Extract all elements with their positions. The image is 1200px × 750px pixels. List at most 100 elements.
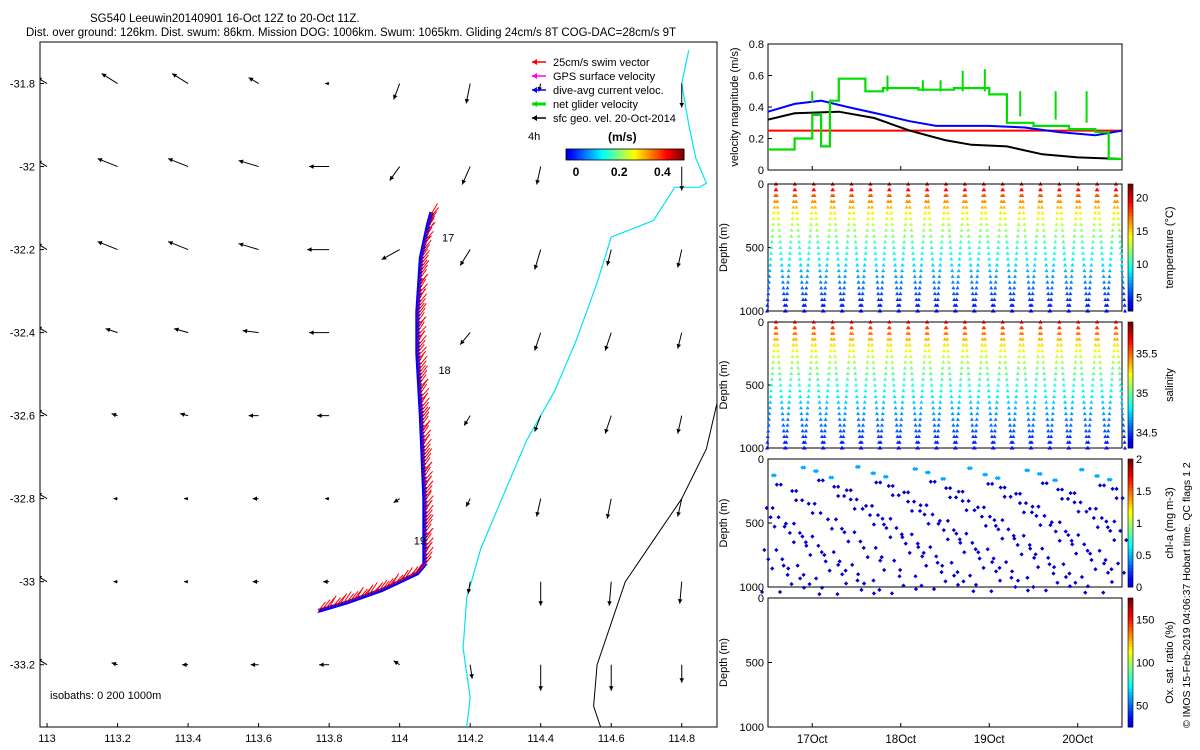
- swim-vector: [416, 303, 427, 316]
- oxygen-colorbar-tick-label: 50: [1136, 701, 1148, 713]
- swim-vector: [416, 316, 427, 327]
- swim-vector: [418, 374, 427, 385]
- current-vector-arrow: [111, 412, 118, 418]
- current-vector-arrow: [40, 575, 48, 583]
- map-y-tick-label: -32: [19, 162, 35, 174]
- current-vector-arrow: [535, 166, 542, 185]
- current-vector-arrow: [679, 664, 685, 683]
- swim-vector: [421, 438, 432, 451]
- oxygen-y-tick-label: 0: [758, 593, 764, 605]
- salinity-colorbar-label: salinity: [1164, 368, 1176, 402]
- salinity-colorbar-tick-label: 35: [1136, 388, 1148, 400]
- swim-vector: [328, 595, 337, 608]
- velocity-panel: 0 0.2 0.4 0.6 0.8 velocity magnitude (m/s): [729, 39, 1123, 177]
- swim-vector: [318, 601, 326, 612]
- swim-vector: [423, 235, 433, 245]
- legend-item: sfc geo. vel. 20-Oct-2014: [532, 113, 676, 125]
- salinity-y-label: Depth (m): [718, 361, 730, 410]
- temperature-colorbar-label: temperature (°C): [1164, 206, 1176, 288]
- current-vector-arrow: [606, 249, 612, 266]
- swim-vector: [421, 420, 431, 430]
- temperature-colorbar-tick-label: 20: [1136, 192, 1148, 204]
- swim-vector: [416, 321, 425, 333]
- date-tick-label: 19Oct: [974, 734, 1005, 746]
- glider-track: 17 18 19: [317, 203, 454, 614]
- map-x-tick-label: 113.4: [175, 733, 202, 745]
- swim-vector: [365, 584, 374, 596]
- swim-vector: [423, 475, 433, 486]
- current-vector-arrow: [40, 326, 48, 334]
- swim-vector: [423, 499, 433, 510]
- legend-item-label: net glider velocity: [553, 99, 638, 111]
- swim-vector: [421, 244, 430, 255]
- current-vector-arrow: [534, 415, 542, 432]
- swim-vector: [426, 217, 435, 229]
- chl-y-label: Depth (m): [718, 499, 730, 548]
- current-vector-arrow: [393, 83, 401, 100]
- current-vector-arrow: [97, 158, 118, 168]
- swim-vector: [423, 230, 434, 242]
- map-y-ticks: -31.8 -32 -32.2 -32.4 -32.6 -32.8 -33 -33.2: [10, 79, 44, 672]
- oxygen-y-tick-label: 500: [746, 658, 764, 670]
- swim-vector: [413, 563, 423, 576]
- swim-vector: [346, 593, 355, 603]
- current-vector-arrow: [248, 77, 259, 84]
- swim-vector: [332, 597, 342, 607]
- swim-vector: [381, 580, 390, 591]
- current-vector-arrow: [465, 498, 471, 507]
- salinity-y-tick-label: 500: [746, 380, 764, 392]
- current-vector-arrow: [325, 496, 330, 501]
- current-vector-arrow: [113, 496, 118, 501]
- current-vector-arrow: [101, 73, 118, 84]
- swim-vector: [423, 523, 432, 534]
- swim-vector: [421, 433, 431, 444]
- current-vector-arrow: [111, 661, 118, 667]
- current-vector-arrow: [182, 662, 189, 667]
- swim-vector: [423, 551, 433, 562]
- current-vector-arrow: [97, 241, 118, 251]
- swim-vector: [419, 264, 429, 277]
- swim-vector: [417, 360, 427, 371]
- current-vector-arrow: [40, 658, 48, 666]
- oxygen-colorbar: 50 100 150 Ox. sat. ratio (%): [1127, 597, 1176, 728]
- current-vector-arrow: [248, 413, 259, 418]
- map-x-tick-label: 114.8: [668, 733, 695, 745]
- swim-vector: [321, 599, 331, 611]
- swim-vector: [419, 259, 430, 273]
- chl-y-tick-label: 0: [758, 454, 764, 466]
- current-vector-arrow: [676, 498, 683, 517]
- figure-subtitle: Dist. over ground: 126km. Dist. swum: 86…: [26, 27, 676, 39]
- current-vector-arrow: [307, 247, 330, 252]
- swim-vector: [423, 555, 432, 566]
- isobath-note: isobaths: 0 200 1000m: [50, 690, 161, 702]
- current-vector-arrow: [238, 242, 259, 251]
- map-axes: [39, 41, 718, 728]
- current-vector-arrow: [538, 664, 543, 691]
- swim-vector: [418, 378, 429, 389]
- swim-vector: [416, 302, 425, 313]
- current-vector-arrow: [533, 249, 542, 270]
- current-vector-arrow: [113, 579, 118, 584]
- swim-vector: [422, 448, 433, 461]
- current-vector-arrow: [676, 249, 683, 268]
- swim-vector: [417, 297, 426, 309]
- map-x-tick-label: 114.6: [598, 733, 625, 745]
- swim-vector: [423, 537, 434, 548]
- velocity-y-tick-label: 0: [758, 165, 764, 177]
- oxygen-axes: [767, 597, 1123, 728]
- swim-vector: [422, 447, 430, 458]
- legend-item: 25cm/s swim vector: [532, 57, 650, 69]
- temperature-colorbar-tick-label: 5: [1136, 293, 1142, 305]
- chl-colorbar-tick-label: 0: [1136, 582, 1142, 594]
- current-vector-arrow: [533, 332, 542, 351]
- current-vector-arrow: [679, 83, 685, 108]
- current-vector-arrow: [608, 664, 614, 691]
- temperature-y-tick-label: 0: [758, 179, 764, 191]
- velocity-series-line: [767, 99, 1123, 137]
- swim-vector: [423, 480, 434, 493]
- current-vector-arrow: [309, 164, 330, 169]
- colorbar-tick-label: 0.4: [654, 165, 671, 179]
- swim-vector: [335, 595, 346, 606]
